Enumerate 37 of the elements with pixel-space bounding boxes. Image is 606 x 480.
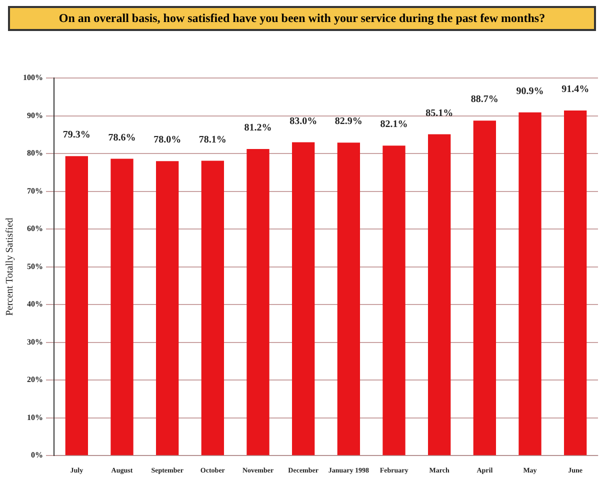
bar — [246, 148, 270, 456]
bar — [473, 120, 496, 456]
bar — [518, 112, 542, 456]
chart-title: On an overall basis, how satisfied have you been with your service during the past few months? — [8, 6, 596, 31]
data-label: 78.6% — [108, 132, 136, 144]
bar — [201, 160, 224, 456]
y-tick-label: 10% — [27, 412, 43, 422]
data-label: 82.9% — [334, 116, 362, 128]
bar — [564, 110, 587, 456]
data-label: 91.4% — [562, 84, 590, 96]
bar — [428, 134, 451, 456]
y-axis-title: Percent Totally Satisfied — [4, 218, 16, 316]
y-tick-label: 50% — [27, 262, 43, 271]
bar — [110, 158, 134, 456]
y-tick-label: 40% — [27, 300, 43, 309]
y-tick-label: 80% — [27, 148, 43, 158]
y-tick-label: 20% — [27, 375, 43, 384]
bar — [156, 161, 179, 456]
y-tick-label: 100% — [23, 73, 43, 82]
bar — [292, 142, 315, 456]
data-label: 85.1% — [426, 108, 454, 119]
data-label: 90.9% — [516, 86, 544, 97]
data-label: 78.0% — [154, 134, 182, 146]
data-label: 82.1% — [380, 119, 408, 130]
data-label: 83.0% — [290, 116, 318, 127]
bar — [65, 156, 88, 456]
data-label: 78.1% — [198, 134, 226, 146]
y-tick-label: 60% — [27, 224, 43, 234]
y-tick-label: 90% — [27, 110, 43, 120]
y-tick-label: 30% — [27, 337, 43, 346]
bar — [337, 142, 360, 456]
data-label: 88.7% — [470, 94, 498, 106]
y-tick-label: 70% — [27, 186, 43, 196]
data-label: 81.2% — [244, 122, 272, 134]
y-tick-label: 0% — [31, 450, 43, 460]
bar — [382, 146, 406, 456]
data-label: 79.3% — [62, 130, 90, 141]
